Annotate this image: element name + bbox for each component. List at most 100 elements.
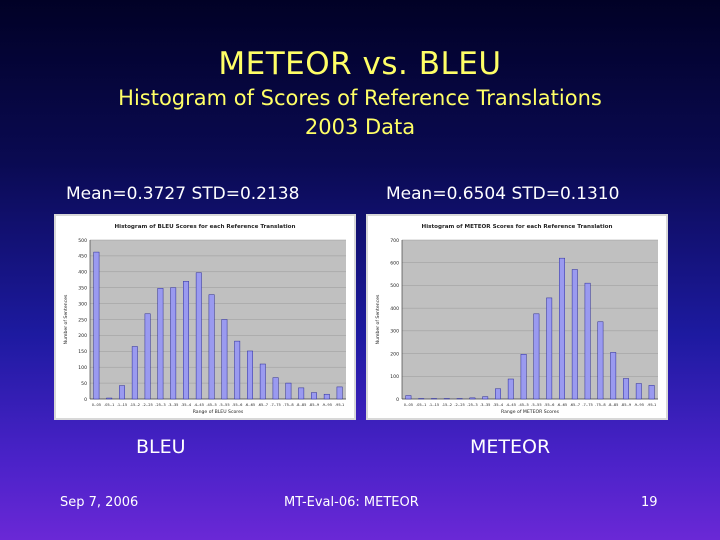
x-tick-label: .1-.15 — [117, 403, 127, 407]
x-tick-label: 0-.05 — [404, 403, 413, 407]
histogram-bar — [533, 313, 540, 400]
y-tick-label: 100 — [78, 365, 87, 371]
x-tick-label: .55-.6 — [544, 403, 555, 407]
histogram-bar — [259, 363, 266, 400]
x-tick-label: .95-1 — [335, 403, 344, 407]
y-tick-label: 300 — [390, 329, 399, 335]
y-tick-label: 200 — [78, 333, 87, 339]
histogram-bar — [469, 397, 476, 400]
x-tick-label: .9-.95 — [322, 403, 332, 407]
y-tick-label: 150 — [78, 349, 87, 355]
histogram-bar — [144, 313, 151, 400]
chart-title: Histogram of BLEU Scores for each Refere… — [114, 224, 295, 230]
x-tick-label: .25-.3 — [467, 403, 477, 407]
bleu-histogram-svg: Histogram of BLEU Scores for each Refere… — [63, 224, 346, 415]
y-tick-label: 500 — [390, 283, 399, 289]
histogram-bar — [635, 383, 642, 400]
histogram-bar — [323, 393, 330, 400]
x-tick-label: .85-.9 — [309, 403, 320, 407]
slide-title: METEOR vs. BLEU — [218, 46, 502, 82]
x-tick-label: .85-.9 — [621, 403, 632, 407]
x-tick-label: .75-.8 — [283, 403, 294, 407]
meteor-caption: METEOR — [470, 436, 551, 458]
histogram-bar — [571, 269, 578, 400]
y-tick-label: 450 — [78, 254, 87, 260]
bleu-histogram: Histogram of BLEU Scores for each Refere… — [54, 214, 356, 420]
subtitle-line-2: 2003 Data — [304, 115, 416, 139]
y-tick-label: 600 — [390, 261, 399, 267]
histogram-bar — [131, 346, 138, 400]
x-tick-label: .35-.4 — [181, 403, 192, 407]
y-tick-label: 50 — [81, 381, 87, 387]
histogram-bar — [234, 340, 241, 400]
histogram-bar — [546, 297, 553, 400]
histogram-bar — [610, 352, 617, 400]
histogram-bar — [405, 395, 412, 400]
y-tick-label: 700 — [390, 238, 399, 244]
x-tick-label: .2-.25 — [454, 403, 464, 407]
x-tick-label: .4-.45 — [194, 403, 204, 407]
y-tick-label: 0 — [84, 397, 87, 403]
x-tick-label: .95-1 — [647, 403, 656, 407]
meteor-stats: Mean=0.6504 STD=0.1310 — [386, 184, 620, 204]
x-tick-label: .8-.85 — [296, 403, 306, 407]
x-tick-label: 0-.05 — [92, 403, 101, 407]
y-tick-label: 350 — [78, 286, 87, 292]
x-tick-label: .7-.75 — [270, 403, 280, 407]
histogram-bar — [311, 392, 317, 400]
y-tick-label: 300 — [78, 301, 87, 307]
x-tick-label: .35-.4 — [493, 403, 504, 407]
histogram-bar — [559, 257, 565, 400]
histogram-bar — [195, 272, 202, 400]
histogram-bar — [170, 287, 177, 400]
histogram-bar — [584, 282, 591, 400]
histogram-bar — [183, 281, 189, 400]
bleu-stats: Mean=0.3727 STD=0.2138 — [66, 184, 300, 204]
x-tick-label: .15-.2 — [442, 403, 452, 407]
x-tick-label: .4-.45 — [506, 403, 516, 407]
histogram-bar — [157, 288, 164, 400]
x-tick-label: .2-.25 — [142, 403, 152, 407]
meteor-histogram-svg: Histogram of METEOR Scores for each Refe… — [375, 224, 658, 415]
histogram-bar — [336, 386, 343, 400]
histogram-bar — [247, 350, 253, 400]
x-tick-label: .8-.85 — [608, 403, 618, 407]
x-tick-label: .55-.6 — [232, 403, 243, 407]
histogram-bar — [507, 378, 514, 400]
subtitle-line-1: Histogram of Scores of Reference Transla… — [118, 86, 602, 110]
footer-date: Sep 7, 2006 — [60, 495, 139, 510]
y-tick-label: 0 — [396, 397, 399, 403]
x-tick-label: .65-.7 — [570, 403, 580, 407]
x-tick-label: .05-.1 — [104, 403, 114, 407]
y-axis-label: Number of Sentences — [375, 294, 381, 344]
x-tick-label: .75-.8 — [595, 403, 606, 407]
slide-number: 19 — [641, 495, 658, 510]
x-tick-label: .3-.35 — [480, 403, 490, 407]
x-tick-label: .65-.7 — [258, 403, 268, 407]
y-tick-label: 500 — [78, 238, 87, 244]
histogram-bar — [520, 354, 527, 400]
meteor-histogram: Histogram of METEOR Scores for each Refe… — [366, 214, 668, 420]
x-tick-label: .9-.95 — [634, 403, 644, 407]
histogram-bar — [272, 377, 279, 400]
histogram-bar — [285, 382, 292, 400]
plot-area — [402, 240, 658, 399]
histogram-bar — [623, 378, 629, 400]
y-tick-label: 100 — [390, 374, 399, 380]
histogram-bar — [106, 397, 113, 400]
histogram-bar — [208, 294, 215, 400]
y-axis-label: Number of Sentences — [63, 294, 69, 344]
x-tick-label: .45-.5 — [518, 403, 528, 407]
histogram-bar — [221, 319, 228, 400]
x-tick-label: .15-.2 — [130, 403, 140, 407]
x-axis-label: Range of BLEU Scores — [193, 409, 244, 415]
y-tick-label: 250 — [78, 317, 87, 323]
x-tick-label: .7-.75 — [582, 403, 592, 407]
histogram-bar — [495, 388, 501, 400]
x-tick-label: .05-.1 — [416, 403, 426, 407]
chart-title: Histogram of METEOR Scores for each Refe… — [422, 224, 613, 230]
histogram-bar — [648, 385, 655, 400]
x-tick-label: .6-.65 — [245, 403, 255, 407]
x-tick-label: .5-.55 — [531, 403, 541, 407]
histogram-bar — [119, 385, 125, 400]
